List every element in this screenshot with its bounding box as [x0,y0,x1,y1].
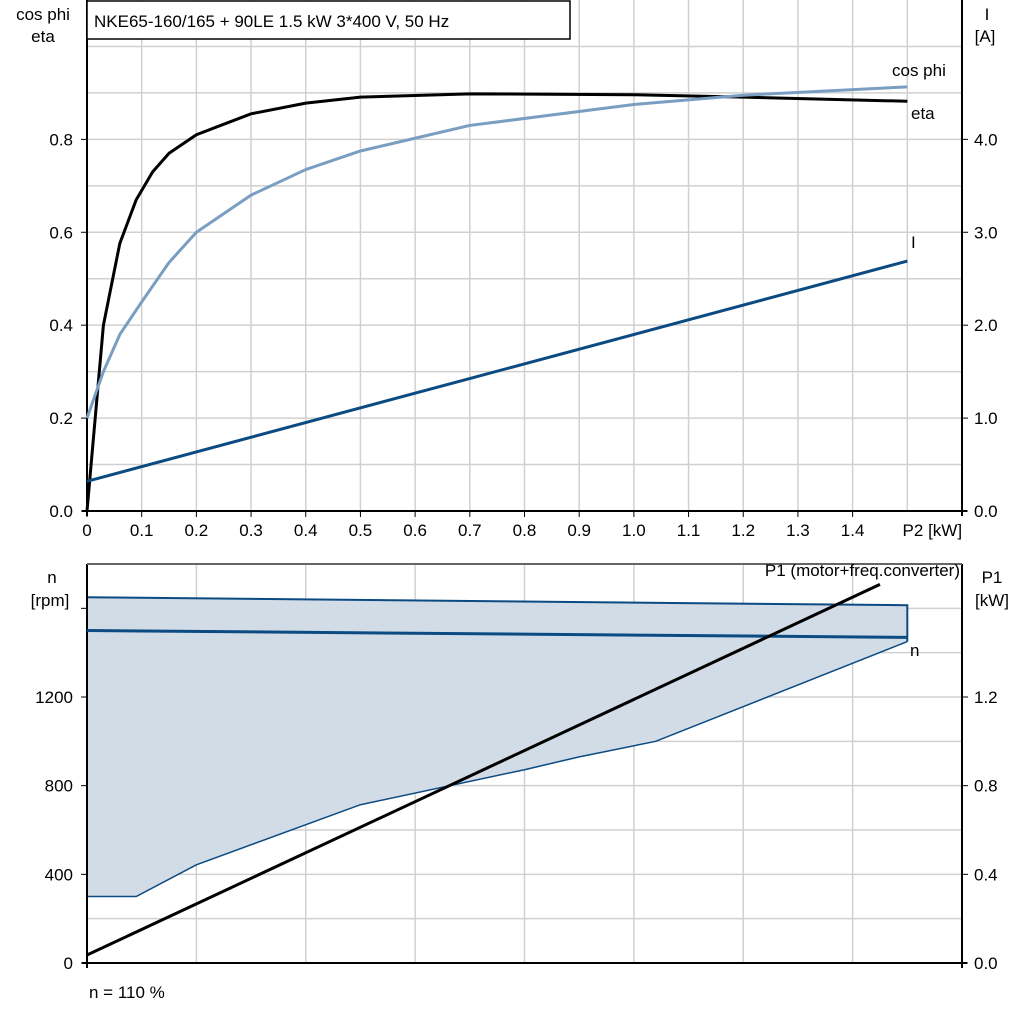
speed-range-band [87,597,908,897]
x-tick-label: 1.1 [677,521,701,540]
x-tick-label: 0.2 [185,521,209,540]
series-label-eta: eta [911,104,935,123]
x-tick-label: 1.4 [841,521,865,540]
y-right-tick-label: 0.0 [974,954,998,973]
x-axis-label: P2 [kW] [903,521,963,540]
x-tick-label: 1.2 [731,521,755,540]
chart-title: NKE65-160/165 + 90LE 1.5 kW 3*400 V, 50 … [94,12,449,31]
x-tick-label: 0.1 [130,521,154,540]
x-tick-label: 0.3 [239,521,263,540]
y-right-tick-label: 0.0 [974,502,998,521]
y-right-tick-label: 0.8 [974,777,998,796]
x-tick-label: 0 [82,521,91,540]
y-tick-label: 0 [64,954,73,973]
y-axis-label-eta: eta [31,27,55,46]
x-tick-label: 0.8 [513,521,537,540]
y-right-tick-label: 0.4 [974,865,998,884]
x-tick-label: 0.9 [567,521,591,540]
series-cos-phi-line [85,85,908,419]
speed-band-lower-line [87,640,908,898]
y-right-tick-label: 2.0 [974,316,998,335]
y-axis-label-rpm: [rpm] [31,591,70,610]
x-tick-label: 0.6 [403,521,427,540]
y-tick-label: 1200 [35,688,73,707]
y-tick-label: 0.8 [49,130,73,149]
y-right-axis-label-p1: P1 [982,568,1003,587]
y-right-tick-label: 1.2 [974,688,998,707]
series-p1-line [86,583,881,957]
y-right-axis-label-unit: [A] [975,27,996,46]
y-tick-label: 0.2 [49,409,73,428]
y-right-axis-label-i: I [985,5,990,24]
y-right-tick-label: 1.0 [974,409,998,428]
x-tick-label: 0.5 [349,521,373,540]
y-right-axis-label-kw: [kW] [975,591,1009,610]
y-right-tick-label: 4.0 [974,130,998,149]
series-label-I: I [911,233,916,252]
title-box [86,0,571,40]
x-tick-label: 0.4 [294,521,318,540]
y-tick-label: 800 [45,777,73,796]
y-axis-label-cosphi: cos phi [16,5,70,24]
series-label-p1: P1 (motor+freq.converter) [765,561,960,580]
series-I-line [86,259,908,483]
x-tick-label: 1.0 [622,521,646,540]
y-tick-label: 0.4 [49,316,73,335]
series-label-cos-phi: cos phi [892,61,946,80]
speed-band-upper-line [86,596,909,642]
y-tick-label: 400 [45,865,73,884]
series-eta-line [85,92,908,512]
y-axis-label-n: n [47,568,56,587]
y-tick-label: 0.0 [49,502,73,521]
y-tick-label: 0.6 [49,223,73,242]
x-tick-label: 1.3 [786,521,810,540]
x-tick-label: 0.7 [458,521,482,540]
series-label-n: n [910,641,919,660]
y-right-tick-label: 3.0 [974,223,998,242]
footer-speed-note: n = 110 % [89,983,165,1002]
